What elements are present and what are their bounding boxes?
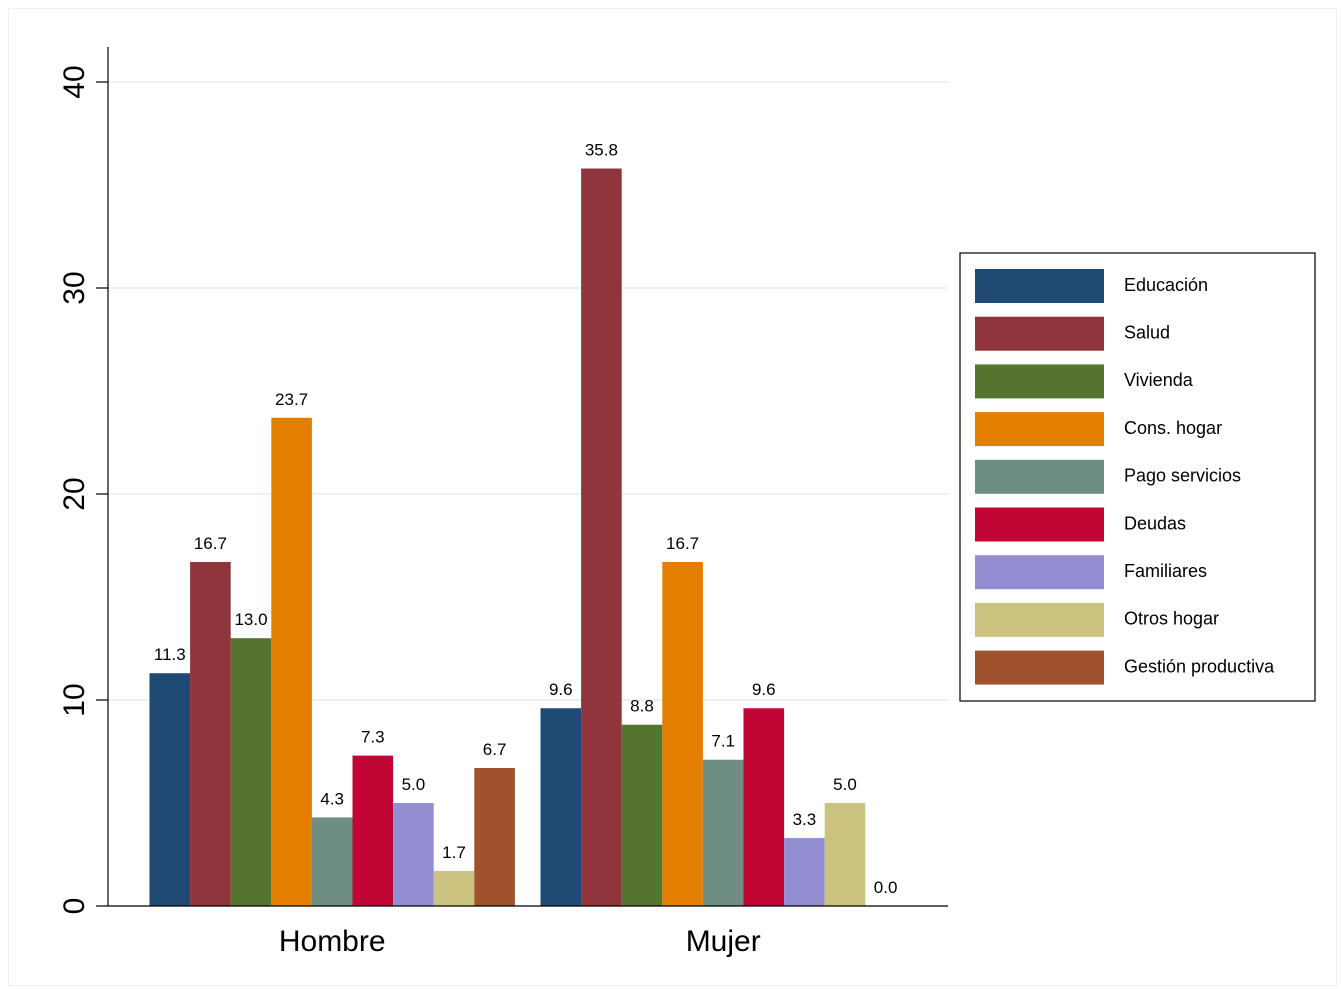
- data-label: 4.3: [320, 789, 344, 808]
- legend-swatch: [975, 412, 1104, 447]
- x-category-label: Mujer: [686, 925, 761, 958]
- data-label: 16.7: [194, 534, 227, 553]
- legend-label: Pago servicios: [1124, 466, 1241, 486]
- data-label: 0.0: [874, 878, 898, 897]
- legend-swatch: [975, 269, 1104, 303]
- y-tick-label: 40: [58, 65, 91, 98]
- legend-label: Familiares: [1124, 561, 1207, 581]
- legend-swatch: [975, 650, 1104, 685]
- bars: [149, 168, 866, 906]
- data-label: 9.6: [752, 680, 776, 699]
- bar: [824, 803, 866, 906]
- legend-swatch: [975, 316, 1104, 351]
- bar: [433, 870, 475, 906]
- legend-label: Otros hogar: [1124, 609, 1219, 629]
- data-label: 8.8: [630, 697, 654, 716]
- data-label: 3.3: [793, 810, 817, 829]
- y-tick-label: 20: [58, 477, 91, 510]
- y-tick-label: 10: [58, 683, 91, 716]
- data-label: 23.7: [275, 390, 308, 409]
- data-label: 6.7: [483, 740, 507, 759]
- data-label: 1.7: [442, 843, 466, 862]
- bar: [702, 759, 744, 906]
- legend-swatch: [975, 507, 1104, 542]
- bar: [352, 755, 394, 906]
- legend: Educación Salud Vivienda Cons. hogar Pago se…: [959, 252, 1316, 702]
- bar: [393, 803, 434, 906]
- legend-swatch: [975, 602, 1104, 637]
- data-label: 11.3: [154, 645, 186, 664]
- bar: [311, 817, 353, 906]
- bar: [540, 708, 582, 906]
- bar: [271, 417, 312, 906]
- legend-swatch: [975, 555, 1104, 590]
- data-label: 5.0: [402, 775, 426, 794]
- data-label: 5.0: [833, 775, 857, 794]
- bar: [149, 673, 191, 906]
- data-label: 13.0: [234, 610, 267, 629]
- x-category-label: Hombre: [279, 925, 386, 958]
- data-label: 35.8: [585, 141, 618, 160]
- legend-swatch: [975, 364, 1104, 399]
- bar: [621, 724, 663, 906]
- legend-label: Deudas: [1124, 513, 1186, 533]
- axes: 0 10 20 30 40 Hombre Mujer: [58, 47, 948, 958]
- legend-label: Vivienda: [1124, 370, 1194, 390]
- chart-frame: [8, 8, 1337, 986]
- data-label: 9.6: [549, 680, 573, 699]
- bar: [474, 767, 515, 906]
- data-labels: 11.3 16.7 13.0 23.7 4.3 7.3 5.0 1.7 6.7 9.6 35.8 8.…: [154, 141, 898, 897]
- bar: [784, 838, 825, 906]
- legend-swatch: [975, 459, 1104, 494]
- data-label: 16.7: [666, 534, 699, 553]
- bar: [581, 168, 622, 906]
- bar: [190, 561, 231, 906]
- legend-label: Cons. hogar: [1124, 418, 1222, 438]
- legend-label: Salud: [1124, 322, 1170, 342]
- y-tick-label: 30: [58, 271, 91, 304]
- bar: [230, 638, 272, 906]
- data-label: 7.1: [711, 732, 735, 751]
- gridlines: [108, 81, 948, 701]
- data-label: 7.3: [361, 728, 385, 747]
- legend-label: Gestión productiva: [1124, 656, 1275, 676]
- y-tick-label: 0: [58, 898, 91, 915]
- bar: [743, 708, 785, 906]
- bar: [662, 561, 703, 906]
- legend-label: Educación: [1124, 275, 1208, 295]
